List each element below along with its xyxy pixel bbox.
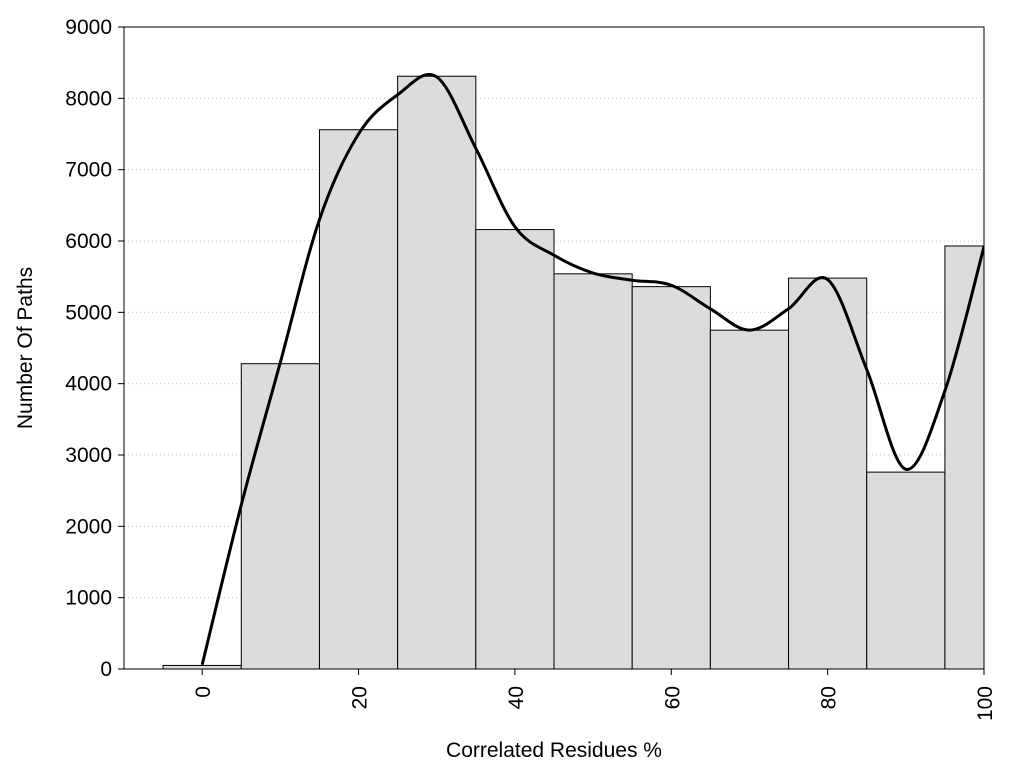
- y-tick-label: 3000: [65, 444, 112, 467]
- bar: [240, 363, 320, 669]
- x-tick-label: 0: [192, 686, 215, 698]
- x-tick-label: 100: [974, 686, 997, 721]
- y-tick-label: 6000: [65, 230, 112, 253]
- plot-area: [162, 73, 984, 669]
- bar: [475, 229, 555, 669]
- y-tick-label: 4000: [65, 373, 112, 396]
- bar: [709, 329, 790, 669]
- y-tick-label: 5000: [65, 301, 112, 324]
- bar: [866, 471, 946, 669]
- curve: [200, 73, 984, 666]
- bar: [631, 286, 711, 669]
- x-axis-label: Correlated Residues %: [446, 739, 662, 762]
- bar: [162, 664, 242, 669]
- axes: 0 1000 2000 3000 4000 5000 6000 7000 8000 9000 0 20…: [65, 16, 997, 721]
- bar: [788, 277, 868, 669]
- bar: [553, 273, 633, 669]
- y-tick-label: 0: [100, 658, 112, 681]
- bar: [397, 75, 477, 669]
- y-tick-label: 2000: [65, 515, 112, 538]
- x-tick-label: 20: [349, 686, 372, 709]
- y-tick-label: 1000: [65, 587, 112, 610]
- x-tick-label: 60: [661, 686, 684, 709]
- x-tick-label: 80: [818, 686, 841, 709]
- y-tick-label: 8000: [65, 87, 112, 110]
- y-axis-label: Number Of Paths: [14, 267, 37, 429]
- y-tick-label: 7000: [65, 159, 112, 182]
- y-tick-label: 9000: [65, 16, 112, 39]
- plot-frame: [123, 26, 985, 670]
- x-tick-label: 40: [505, 686, 528, 709]
- bar: [944, 245, 984, 669]
- bar: [318, 129, 399, 669]
